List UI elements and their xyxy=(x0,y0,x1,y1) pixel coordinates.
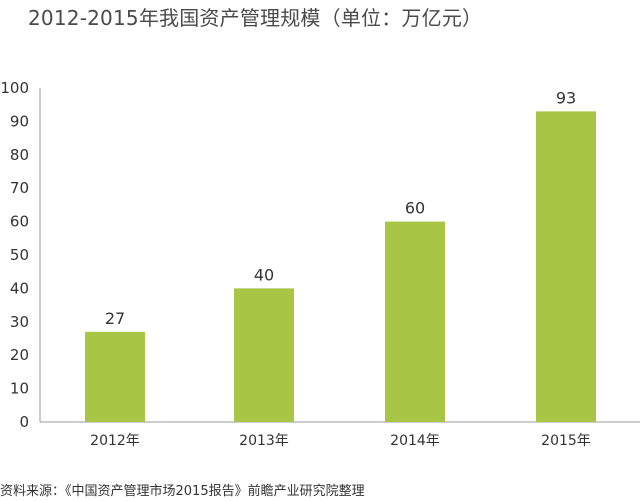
y-tick-label: 90 xyxy=(10,112,29,130)
y-tick-label: 50 xyxy=(10,246,29,264)
data-label: 40 xyxy=(254,265,274,284)
x-tick-label: 2013年 xyxy=(239,433,289,449)
data-label: 27 xyxy=(105,309,125,328)
x-tick-label: 2014年 xyxy=(390,433,440,449)
y-tick-label: 40 xyxy=(10,279,29,297)
y-tick-label: 100 xyxy=(0,79,29,97)
y-tick-label: 10 xyxy=(10,380,29,398)
data-label: 60 xyxy=(405,199,425,218)
bar-4 xyxy=(536,111,596,422)
chart-title: 2012-2015年我国资产管理规模（单位：万亿元） xyxy=(28,6,483,30)
x-tick-label: 2012年 xyxy=(90,433,140,449)
y-tick-label: 30 xyxy=(10,313,29,331)
y-tick-label: 60 xyxy=(10,213,29,231)
y-tick-label: 70 xyxy=(10,179,29,197)
y-tick-label: 20 xyxy=(10,346,29,364)
bar-1 xyxy=(85,331,145,422)
x-tick-label: 2015年 xyxy=(541,433,591,449)
bars xyxy=(85,111,596,422)
y-tick-label: 80 xyxy=(10,146,29,164)
y-tick-label: 0 xyxy=(19,413,29,431)
y-axis-ticks: 0 10 20 30 40 50 60 70 80 90 100 xyxy=(0,79,29,431)
bar-2 xyxy=(234,288,294,422)
x-axis-labels: 2012年 2013年 2014年 2015年 xyxy=(90,433,591,449)
chart-source: 资料来源：《中国资产管理市场2015报告》前瞻产业研究院整理 xyxy=(0,484,365,499)
data-label: 93 xyxy=(556,88,576,107)
data-labels: 27 40 60 93 xyxy=(105,88,576,327)
bar-3 xyxy=(385,221,445,422)
